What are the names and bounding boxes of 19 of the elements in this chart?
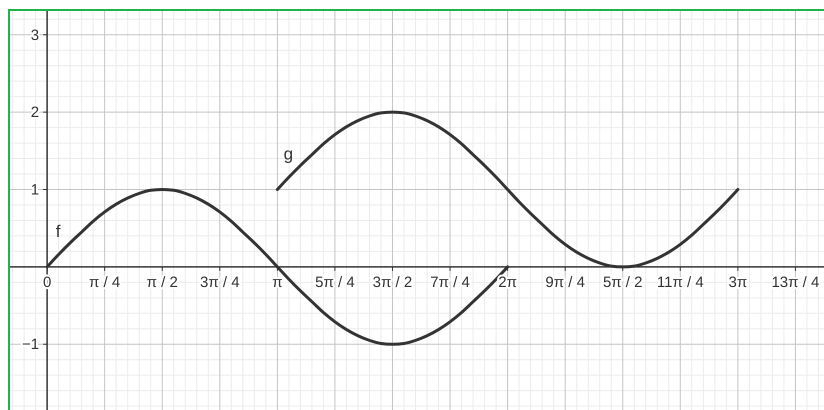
y-tick-label: 1 [30,180,40,198]
x-tick-label: π [272,274,283,291]
x-tick-label: 2π [498,274,517,291]
series-label: f [56,221,61,240]
x-tick-label: 13π / 4 [771,274,820,291]
y-tick-label: 3 [30,26,40,44]
x-tick-label: 7π / 4 [430,274,470,291]
series-label: g [284,144,294,163]
x-tick-label: 3π [728,274,748,291]
x-tick-label: 5π / 4 [315,274,355,291]
x-tick-label: 3π / 2 [372,274,412,291]
x-tick-label: π / 4 [89,274,120,291]
x-tick-label: π / 2 [146,274,178,291]
x-tick-label: 5π / 2 [602,274,643,291]
x-tick-label: 9π / 4 [545,274,585,291]
y-tick-label: −1 [22,336,40,353]
x-tick-label: 3π / 4 [200,274,240,291]
y-tick-label: 2 [30,104,40,121]
x-tick-label: 11π / 4 [656,274,704,291]
